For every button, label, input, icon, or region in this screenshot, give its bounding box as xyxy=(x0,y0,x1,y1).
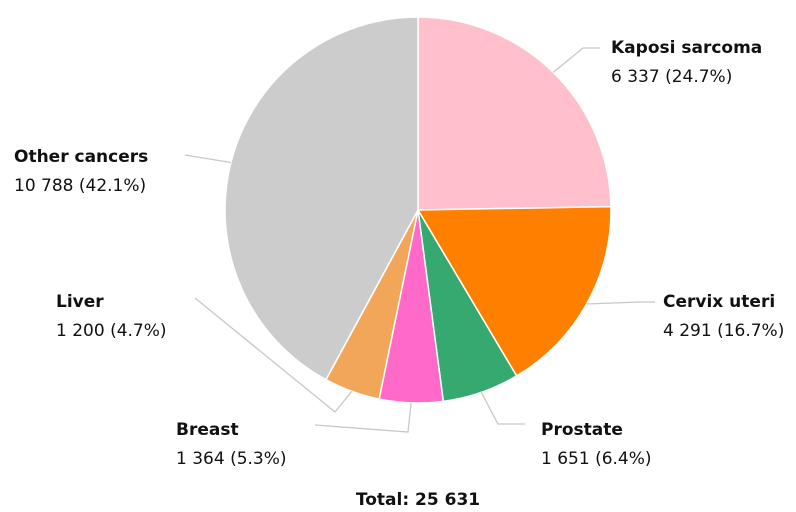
slice-value-label: 1 364 (5.3%) xyxy=(176,449,287,469)
pie-slice xyxy=(224,16,419,381)
leader-line xyxy=(314,402,412,433)
slice-name: Breast xyxy=(176,420,239,440)
leader-line xyxy=(586,301,655,305)
leader-line xyxy=(480,392,525,425)
slice-value-label: 6 337 (24.7%) xyxy=(611,67,732,87)
pie-slice xyxy=(417,16,612,211)
pie-slice xyxy=(416,205,612,377)
total-label: Total: 25 631 xyxy=(356,490,480,510)
slice-name: Kaposi sarcoma xyxy=(611,38,762,58)
slice-value-label: 1 200 (4.7%) xyxy=(56,321,167,341)
slice-name: Liver xyxy=(56,292,104,312)
leader-line xyxy=(552,47,600,73)
slice-name: Prostate xyxy=(541,420,623,440)
slice-name: Other cancers xyxy=(14,147,148,167)
slice-value-label: 10 788 (42.1%) xyxy=(14,176,146,196)
leader-line xyxy=(194,297,353,413)
slice-value-label: 4 291 (16.7%) xyxy=(663,321,784,341)
leader-line xyxy=(184,154,232,164)
slice-value-label: 1 651 (6.4%) xyxy=(541,449,652,469)
slice-name: Cervix uteri xyxy=(663,292,775,312)
